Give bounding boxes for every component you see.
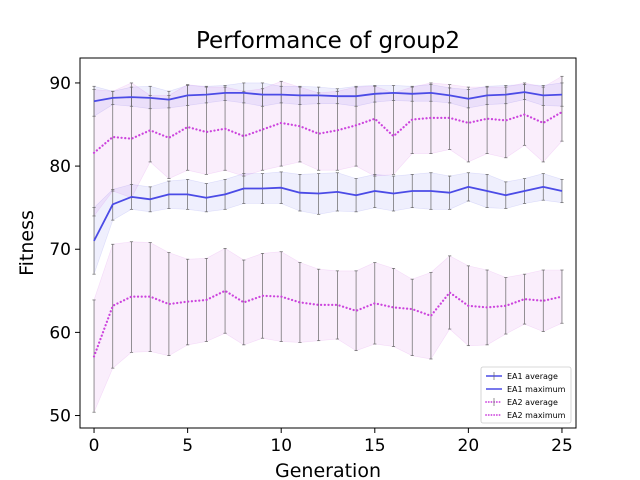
legend: EA1 average EA1 maximum EA2 average EA2 max… bbox=[480, 366, 572, 424]
legend-entry-1: EA1 maximum bbox=[507, 385, 566, 394]
y-tick-label-4: 90 bbox=[49, 74, 71, 94]
y-tick-label-0: 50 bbox=[49, 407, 71, 427]
x-axis-label: Generation bbox=[275, 460, 381, 480]
series-line-3 bbox=[92, 110, 564, 154]
legend-box bbox=[480, 366, 572, 424]
series-line-1 bbox=[93, 91, 563, 103]
series-line-2 bbox=[92, 289, 564, 358]
x-tick-label-4: 20 bbox=[458, 436, 480, 456]
chart-title: Performance of group2 bbox=[196, 28, 460, 54]
x-tick-label-2: 10 bbox=[270, 436, 292, 456]
series-lines bbox=[92, 91, 564, 358]
error-bands bbox=[93, 75, 563, 413]
series-line-0 bbox=[93, 185, 563, 242]
y-axis-label: Fitness bbox=[16, 210, 38, 276]
legend-entry-0: EA1 average bbox=[507, 372, 558, 381]
y-axis-ticks: 50 60 70 80 90 bbox=[49, 74, 80, 427]
x-tick-label-3: 15 bbox=[364, 436, 386, 456]
x-axis-ticks: 0 5 10 15 20 25 bbox=[89, 428, 573, 456]
legend-entry-2: EA2 average bbox=[507, 398, 558, 407]
legend-entry-3: EA2 maximum bbox=[507, 411, 566, 420]
x-tick-label-5: 25 bbox=[551, 436, 573, 456]
y-tick-label-2: 70 bbox=[49, 240, 71, 260]
x-tick-label-0: 0 bbox=[89, 436, 100, 456]
x-tick-label-1: 5 bbox=[182, 436, 193, 456]
y-tick-label-1: 60 bbox=[49, 323, 71, 343]
y-tick-label-3: 80 bbox=[49, 157, 71, 177]
plot-frame bbox=[79, 57, 577, 429]
